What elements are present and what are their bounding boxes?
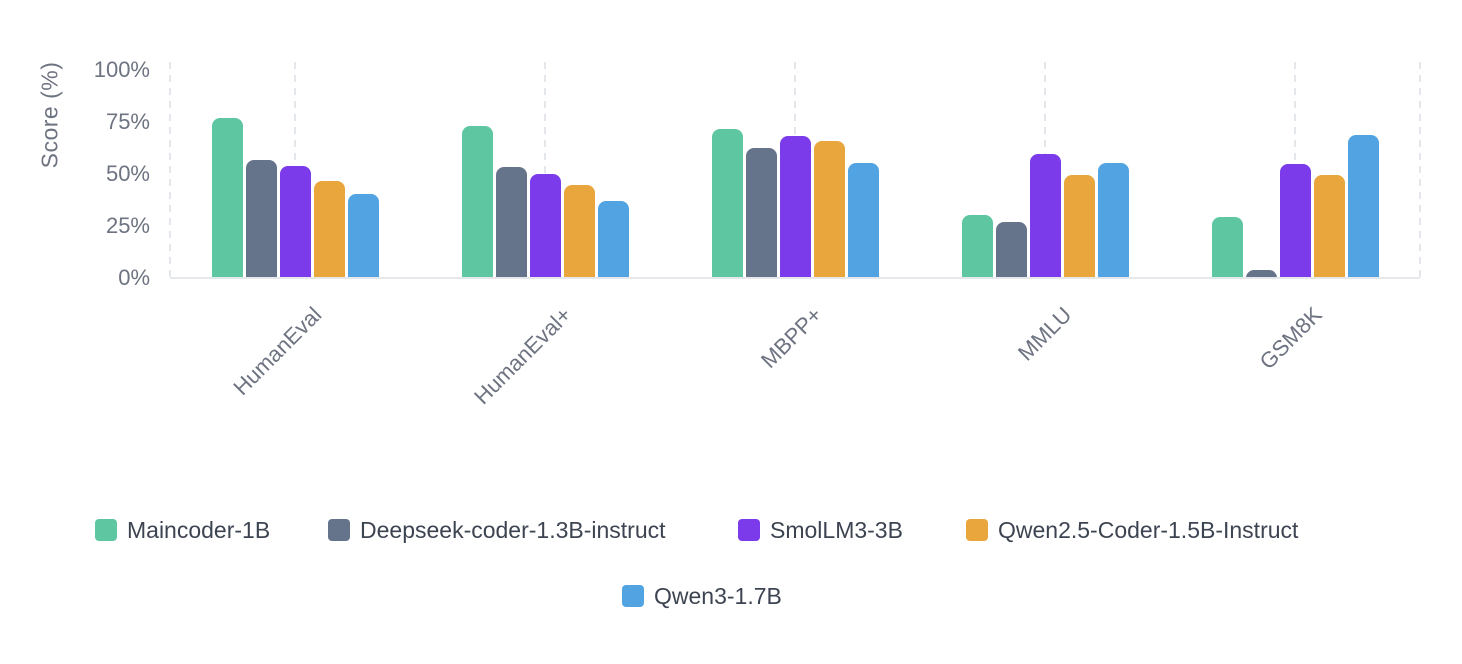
legend-item[interactable]: SmolLM3-3B [738, 517, 903, 543]
legend-label: Deepseek-coder-1.3B-instruct [360, 516, 666, 543]
legend-item[interactable]: Qwen2.5-Coder-1.5B-Instruct [966, 517, 1298, 543]
legend-swatch [328, 519, 350, 541]
gridline-vertical [169, 62, 171, 278]
legend-label: SmolLM3-3B [770, 516, 903, 543]
legend-swatch [966, 519, 988, 541]
y-tick-label: 75% [105, 109, 150, 134]
legend-item[interactable]: Qwen3-1.7B [622, 583, 782, 609]
bar [1029, 154, 1061, 278]
bar [995, 222, 1027, 278]
legend-item[interactable]: Maincoder-1B [95, 517, 270, 543]
y-tick-label: 0% [118, 265, 150, 290]
legend-swatch [95, 519, 117, 541]
gridline-vertical [1419, 62, 1421, 278]
legend-swatch [738, 519, 760, 541]
bar [961, 214, 993, 278]
bar [745, 148, 777, 278]
bar [1347, 135, 1379, 278]
bar [1245, 270, 1277, 278]
x-axis-line [170, 277, 1420, 279]
legend-swatch [622, 585, 644, 607]
legend-label: Maincoder-1B [127, 516, 271, 543]
bar [1279, 163, 1311, 278]
bar [813, 140, 845, 278]
bar [529, 173, 561, 278]
legend-label: Qwen3-1.7B [654, 582, 782, 609]
x-category-label: MBPP+ [755, 302, 827, 373]
bar [597, 200, 629, 278]
bar [711, 129, 743, 278]
bar [461, 126, 493, 278]
bar [279, 166, 311, 278]
legend-item[interactable]: Deepseek-coder-1.3B-instruct [328, 517, 666, 543]
gridline-vertical [544, 62, 546, 278]
bar [1063, 175, 1095, 278]
bar [1313, 175, 1345, 278]
bar [347, 193, 379, 278]
bar [211, 118, 243, 278]
x-category-label: HumanEval [228, 302, 327, 401]
bar [847, 162, 879, 278]
y-tick-label: 25% [105, 213, 150, 238]
bar [1211, 216, 1243, 278]
bar [245, 160, 277, 278]
bar [495, 166, 527, 278]
x-category-label: HumanEval+ [469, 302, 577, 410]
bar [313, 181, 345, 278]
y-tick-label: 100% [93, 57, 150, 82]
bar [1097, 162, 1129, 278]
legend-label: Qwen2.5-Coder-1.5B-Instruct [998, 516, 1299, 543]
y-tick-label: 50% [105, 161, 150, 186]
x-category-label: MMLU [1013, 302, 1077, 366]
bar [779, 135, 811, 278]
bar [563, 185, 595, 278]
x-category-label: GSM8K [1254, 302, 1327, 375]
